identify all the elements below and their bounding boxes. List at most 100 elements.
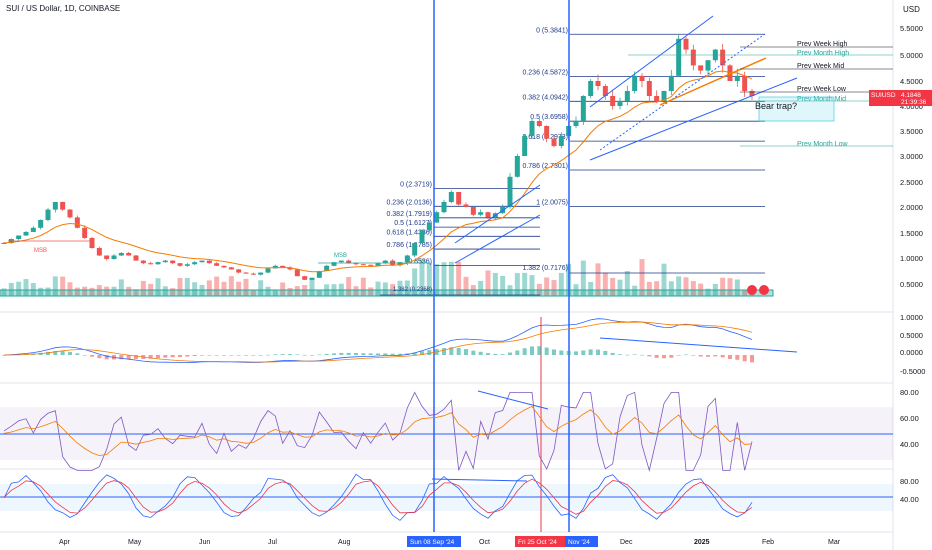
- candle-body: [155, 262, 161, 265]
- time-axis-tick: Mar: [828, 539, 841, 546]
- candle-body: [280, 265, 286, 268]
- macd-histogram-bar: [647, 355, 652, 357]
- channel-lower-left[interactable]: [454, 214, 541, 264]
- candle-body: [52, 202, 58, 210]
- volume-bar: [676, 276, 682, 296]
- macd-histogram-bar: [508, 352, 512, 355]
- macd-histogram-bar: [618, 354, 622, 355]
- prev-month-low-label: Prev Month Low: [797, 141, 849, 148]
- volume-bar: [82, 286, 88, 296]
- volume-bar: [668, 281, 674, 296]
- macd-histogram-bar: [53, 350, 58, 355]
- macd-histogram-bar: [376, 353, 380, 355]
- macd-histogram-bar: [706, 355, 710, 357]
- volume-bar: [23, 279, 29, 296]
- volume-bar: [170, 288, 176, 296]
- stoch-divergence-line[interactable]: [431, 478, 528, 482]
- volume-bar: [448, 261, 454, 296]
- macd-histogram-bar: [332, 353, 336, 355]
- event-tag-nov-text: Nov '24: [568, 539, 590, 546]
- volume-bar: [111, 286, 117, 296]
- macd-histogram-bar: [515, 350, 520, 355]
- candle-body: [221, 265, 227, 268]
- price-axis-tick: 5.0000: [900, 51, 923, 60]
- channel-upper-left[interactable]: [454, 184, 541, 244]
- volume-bar: [632, 285, 638, 296]
- volume-bar: [412, 268, 418, 296]
- macd-histogram-bar: [200, 355, 204, 356]
- candle-body: [463, 204, 469, 207]
- candle-body: [507, 176, 513, 207]
- settings-icon[interactable]: [759, 285, 769, 295]
- macd-histogram-bar: [192, 355, 197, 357]
- volume-bar: [280, 282, 286, 296]
- candle-body: [558, 136, 564, 146]
- volume-bar: [624, 271, 630, 296]
- candle-body: [470, 207, 476, 215]
- fib-right-label: 0.5 (3.6958): [530, 114, 568, 121]
- volume-bar: [514, 273, 520, 296]
- volume-bar: [661, 263, 667, 296]
- volume-bar: [243, 278, 249, 296]
- volume-bar: [690, 281, 696, 296]
- fib-retracement-left[interactable]: 0 (2.3719) 0.236 (2.0136) 0.382 (1.7919) 0.…: [380, 181, 540, 296]
- time-axis-tick: Apr: [59, 539, 71, 546]
- candle-body: [514, 156, 520, 177]
- macd-histogram-bar: [603, 350, 608, 355]
- volume-bar: [1, 288, 7, 296]
- candle-body: [441, 202, 447, 213]
- macd-histogram-bar: [720, 355, 725, 358]
- candle-body: [485, 212, 491, 218]
- macd-histogram-bar: [280, 354, 285, 355]
- macd-histogram-bar: [640, 354, 644, 356]
- candle-body: [478, 212, 484, 215]
- prev-week-mid-label: Prev Week Mid: [797, 63, 844, 70]
- candle-body: [140, 260, 146, 264]
- rsi-divergence-line[interactable]: [477, 390, 549, 410]
- volume-bar: [529, 275, 535, 296]
- time-axis[interactable]: Apr May Jun Jul Aug Oct Dec 2025 Feb Mar: [59, 539, 841, 546]
- bear-trap-box[interactable]: [758, 96, 835, 122]
- volume-bar: [287, 287, 293, 296]
- candle-body: [324, 265, 330, 271]
- macd-histogram-bar: [207, 355, 212, 356]
- price-tag-countdown: 21:39:36: [901, 99, 927, 106]
- macd-histogram-bar: [464, 349, 468, 355]
- candle-body: [353, 263, 359, 265]
- rsi-ma-line: [3, 405, 753, 457]
- candle-body: [96, 248, 102, 256]
- volume-bar: [89, 287, 95, 296]
- channel-lower-right[interactable]: [589, 77, 798, 161]
- macd-histogram-bar: [750, 355, 754, 363]
- fib-left-label: 0.382 (1.7919): [386, 211, 432, 218]
- volume-bar: [16, 281, 22, 296]
- price-axis[interactable]: 5.5000 5.0000 4.5000 4.0000 3.5000 3.0000 2.50…: [900, 24, 923, 289]
- eye-icon[interactable]: [747, 285, 757, 295]
- volume-bar: [45, 287, 51, 296]
- volume-bar: [302, 285, 308, 296]
- candle-body: [529, 121, 535, 136]
- channel-mid-dotted: [599, 33, 766, 151]
- macd-histogram-bar: [493, 353, 498, 355]
- macd-histogram-bar: [68, 351, 72, 355]
- volume-bar: [52, 276, 58, 296]
- macd-histogram-bar: [134, 355, 138, 360]
- candle-body: [683, 38, 689, 50]
- volume-bar: [133, 289, 139, 296]
- macd-histogram-bar: [478, 351, 483, 355]
- volume-bar: [265, 286, 271, 296]
- volume-bar: [184, 277, 190, 296]
- candle-body: [74, 217, 80, 228]
- fib-retracement-right[interactable]: 0 (5.3841) 0.236 (4.5872) 0.382 (4.0942) 0.…: [522, 27, 765, 274]
- candle-body: [16, 235, 22, 239]
- macd-divergence-line[interactable]: [599, 337, 798, 353]
- channel-upper-right[interactable]: [589, 15, 714, 108]
- time-axis-tick: Feb: [762, 539, 774, 546]
- fib-left-label: 0 (2.3719): [400, 181, 432, 188]
- candle-body: [206, 260, 212, 264]
- macd-histogram-bar: [288, 354, 292, 355]
- macd-histogram-bar: [310, 354, 314, 356]
- orange-trendline: [659, 57, 767, 106]
- candle-body: [60, 202, 66, 210]
